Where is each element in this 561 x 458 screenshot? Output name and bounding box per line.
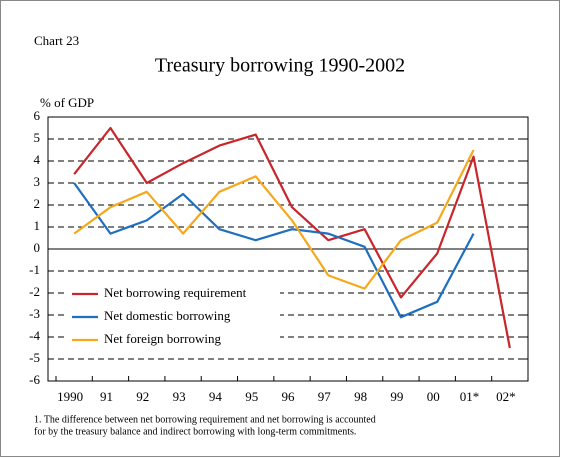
y-tick-label: -4 <box>29 328 40 343</box>
footnote: for by the treasury balance and indirect… <box>34 426 356 437</box>
x-tick-label: 97 <box>318 389 332 404</box>
y-tick-label: -3 <box>29 306 40 321</box>
y-tick-label: -1 <box>29 262 40 277</box>
x-tick-label: 99 <box>390 389 403 404</box>
x-tick-label: 98 <box>354 389 367 404</box>
chart-title: Treasury borrowing 1990-2002 <box>155 55 405 77</box>
y-tick-label: -6 <box>29 372 40 387</box>
x-tick-label: 96 <box>282 389 296 404</box>
plot-frame <box>47 116 529 382</box>
y-tick-label: 5 <box>34 130 41 145</box>
y-tick-label: 6 <box>34 108 41 123</box>
y-tick-label: 3 <box>34 174 41 189</box>
footnote: 1. The difference between net borrowing … <box>34 414 376 425</box>
series-line <box>73 149 475 290</box>
series-line <box>73 182 475 319</box>
y-tick-label: -2 <box>29 284 40 299</box>
y-tick-label: 0 <box>34 240 41 255</box>
y-tick-label: 1 <box>34 218 41 233</box>
legend-label: Net borrowing requirement <box>104 285 247 300</box>
x-tick-label: 91 <box>100 389 113 404</box>
y-axis-label: % of GDP <box>40 95 94 110</box>
legend-bg <box>68 285 280 303</box>
y-tick-label: 4 <box>34 152 41 167</box>
legend-label: Net foreign borrowing <box>104 331 221 346</box>
chart-label: Chart 23 <box>34 33 79 48</box>
x-tick-label: 95 <box>245 389 258 404</box>
x-tick-label: 93 <box>173 389 186 404</box>
x-tick-label: 01* <box>460 389 480 404</box>
x-tick-label: 1990 <box>57 389 83 404</box>
y-tick-label: 2 <box>34 196 41 211</box>
y-tick-label: -5 <box>29 350 40 365</box>
legend-label: Net domestic borrowing <box>104 308 231 323</box>
x-tick-label: 92 <box>136 389 149 404</box>
legend-bg <box>68 308 280 326</box>
x-tick-label: 02* <box>496 389 516 404</box>
x-tick-label: 00 <box>427 389 440 404</box>
legend-bg <box>68 331 280 349</box>
x-tick-label: 94 <box>209 389 223 404</box>
series-line <box>73 126 511 349</box>
